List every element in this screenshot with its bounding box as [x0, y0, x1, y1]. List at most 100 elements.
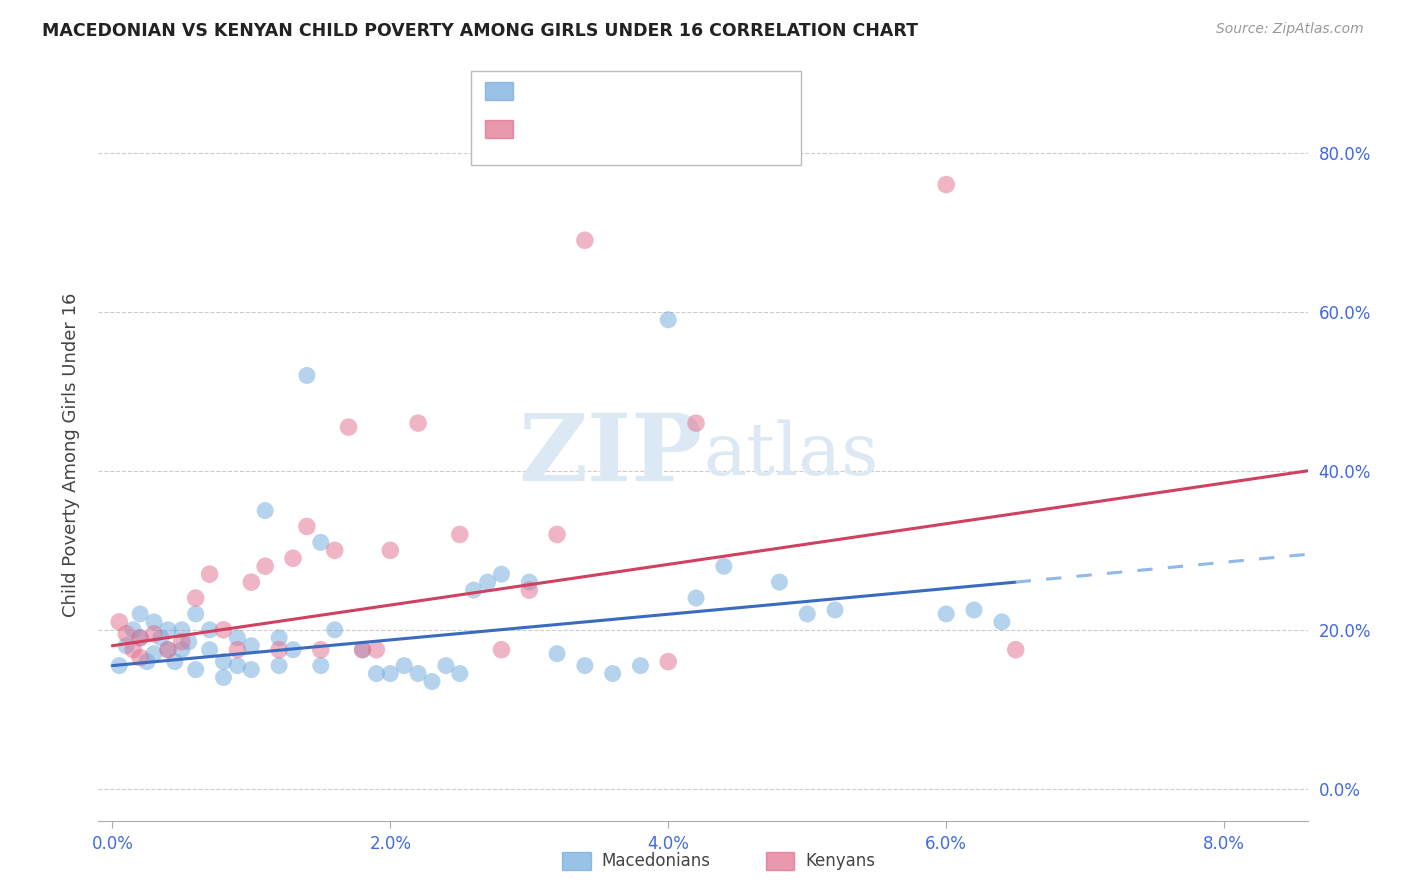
Point — [108, 615, 131, 629]
Text: N =: N = — [640, 82, 689, 100]
Point — [406, 666, 429, 681]
Point — [477, 575, 499, 590]
Point — [323, 623, 346, 637]
Point — [281, 642, 304, 657]
Point — [108, 658, 131, 673]
Point — [156, 642, 179, 657]
Point — [517, 575, 540, 590]
Point — [170, 634, 193, 648]
Point — [184, 591, 207, 605]
Point — [115, 639, 138, 653]
Point — [170, 623, 193, 637]
Point — [366, 642, 388, 657]
Point — [713, 559, 735, 574]
Point — [380, 666, 402, 681]
Text: ZIP: ZIP — [519, 410, 703, 500]
Point — [184, 607, 207, 621]
Point — [434, 658, 457, 673]
Point — [240, 639, 263, 653]
Text: 0.208: 0.208 — [569, 82, 624, 100]
Point — [963, 603, 986, 617]
Text: atlas: atlas — [703, 419, 879, 491]
Point — [136, 655, 159, 669]
Point — [392, 658, 415, 673]
Point — [491, 567, 513, 582]
Point — [177, 634, 200, 648]
Point — [574, 233, 596, 247]
Point — [269, 631, 291, 645]
Point — [824, 603, 846, 617]
Point — [366, 666, 388, 681]
Text: R =: R = — [527, 82, 571, 100]
Point — [1004, 642, 1026, 657]
Point — [198, 567, 221, 582]
Point — [143, 627, 166, 641]
Point — [546, 527, 568, 541]
Point — [269, 642, 291, 657]
Point — [156, 623, 179, 637]
Point — [198, 642, 221, 657]
Point — [657, 312, 679, 326]
Point — [212, 623, 235, 637]
Point — [685, 591, 707, 605]
Point — [491, 642, 513, 657]
Point — [309, 535, 332, 549]
Point — [309, 642, 332, 657]
Point — [768, 575, 790, 590]
Text: R =: R = — [527, 120, 571, 138]
Point — [309, 658, 332, 673]
Point — [449, 666, 471, 681]
Point — [226, 658, 249, 673]
Point — [149, 631, 172, 645]
Point — [129, 631, 152, 645]
Point — [254, 559, 277, 574]
Point — [198, 623, 221, 637]
Point — [170, 642, 193, 657]
Point — [420, 674, 443, 689]
Point — [269, 658, 291, 673]
Point — [184, 663, 207, 677]
Point — [122, 623, 145, 637]
Point — [323, 543, 346, 558]
Point — [212, 671, 235, 685]
Point — [212, 655, 235, 669]
Point — [630, 658, 652, 673]
Point — [657, 655, 679, 669]
Text: 58: 58 — [692, 82, 716, 100]
Text: Macedonians: Macedonians — [602, 852, 711, 870]
Point — [163, 655, 186, 669]
Y-axis label: Child Poverty Among Girls Under 16: Child Poverty Among Girls Under 16 — [62, 293, 80, 617]
Point — [517, 583, 540, 598]
Point — [122, 642, 145, 657]
Point — [129, 650, 152, 665]
Text: Source: ZipAtlas.com: Source: ZipAtlas.com — [1216, 22, 1364, 37]
Point — [337, 420, 360, 434]
Point — [796, 607, 818, 621]
Point — [281, 551, 304, 566]
Text: N =: N = — [640, 120, 689, 138]
Point — [352, 642, 374, 657]
Point — [991, 615, 1014, 629]
Point — [574, 658, 596, 673]
Point — [546, 647, 568, 661]
Point — [226, 642, 249, 657]
Text: MACEDONIAN VS KENYAN CHILD POVERTY AMONG GIRLS UNDER 16 CORRELATION CHART: MACEDONIAN VS KENYAN CHILD POVERTY AMONG… — [42, 22, 918, 40]
Point — [935, 607, 957, 621]
Point — [129, 607, 152, 621]
Point — [935, 178, 957, 192]
Point — [129, 631, 152, 645]
Point — [254, 503, 277, 517]
Text: 33: 33 — [692, 120, 716, 138]
Point — [143, 615, 166, 629]
Point — [240, 575, 263, 590]
Point — [115, 627, 138, 641]
Text: Kenyans: Kenyans — [806, 852, 876, 870]
Point — [295, 368, 318, 383]
Text: 0.281: 0.281 — [569, 120, 624, 138]
Point — [406, 416, 429, 430]
Point — [602, 666, 624, 681]
Point — [226, 631, 249, 645]
Point — [156, 642, 179, 657]
Point — [295, 519, 318, 533]
Point — [449, 527, 471, 541]
